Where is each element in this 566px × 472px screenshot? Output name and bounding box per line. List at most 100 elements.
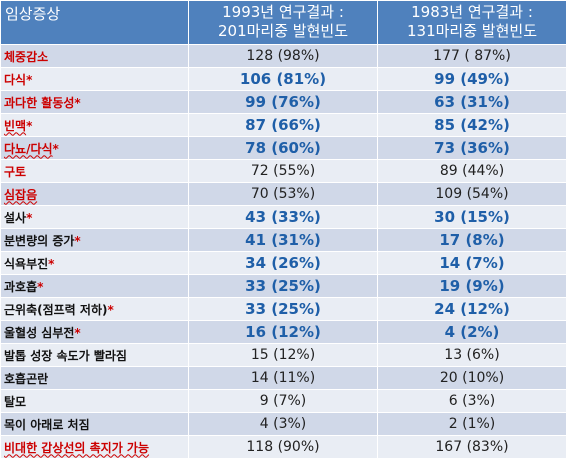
- value-1983: 167 (83%): [377, 435, 566, 459]
- table-row: 다뇨/다식* 78 (60%) 73 (36%): [0, 136, 566, 160]
- highlight-star: *: [26, 118, 33, 133]
- header-1983-line2: 131마리중 발현빈도: [407, 22, 537, 40]
- table-row: 분변량의 증가* 41 (31%) 17 (8%): [0, 228, 566, 252]
- highlight-star: *: [74, 95, 81, 110]
- value-1983: 109 (54%): [377, 182, 566, 206]
- value-1993: 16 (12%): [188, 320, 378, 344]
- value-1993: 33 (25%): [188, 274, 378, 298]
- symptom-name: 과호흡: [4, 279, 38, 294]
- symptom-name: 설사: [4, 210, 27, 225]
- symptom-cell: 빈맥*: [0, 113, 189, 137]
- table-row: 과호흡* 33 (25%) 19 (9%): [0, 274, 566, 298]
- value-1993: 33 (25%): [188, 297, 378, 321]
- highlight-star: *: [74, 233, 81, 248]
- value-1993: 4 (3%): [188, 412, 378, 436]
- symptom-name: 다뇨/다식: [4, 141, 53, 156]
- value-1993: 9 (7%): [188, 389, 378, 413]
- symptom-name: 발톱 성장 속도가 빨라짐: [4, 348, 127, 363]
- table-row: 빈맥* 87 (66%) 85 (42%): [0, 113, 566, 137]
- highlight-star: *: [48, 256, 55, 271]
- symptom-name: 탈모: [4, 394, 27, 409]
- table-row: 식욕부진* 34 (26%) 14 (7%): [0, 251, 566, 275]
- symptom-name: 분변량의 증가: [4, 233, 75, 248]
- value-1993: 128 (98%): [188, 44, 378, 68]
- table-row: 목이 아래로 처짐 4 (3%) 2 (1%): [0, 412, 566, 436]
- table-row: 설사* 43 (33%) 30 (15%): [0, 205, 566, 229]
- symptom-name: 심잡음: [4, 187, 38, 202]
- highlight-star: *: [26, 72, 33, 87]
- value-1993: 118 (90%): [188, 435, 378, 459]
- symptom-cell: 체중감소: [0, 44, 189, 68]
- table-row: 탈모 9 (7%) 6 (3%): [0, 389, 566, 413]
- value-1983: 17 (8%): [377, 228, 566, 252]
- symptom-name: 울혈성 심부전: [4, 325, 75, 340]
- value-1983: 177 ( 87%): [377, 44, 566, 68]
- value-1983: 99 (49%): [377, 67, 566, 91]
- value-1993: 78 (60%): [188, 136, 378, 160]
- value-1983: 6 (3%): [377, 389, 566, 413]
- highlight-star: *: [52, 141, 59, 156]
- symptom-name: 비대한 갑상선의 촉지가 가능: [4, 440, 150, 455]
- table-row: 심잡음 70 (53%) 109 (54%): [0, 182, 566, 206]
- value-1983: 2 (1%): [377, 412, 566, 436]
- header-1983: 1983년 연구결과 : 131마리중 발현빈도: [377, 0, 566, 45]
- value-1993: 87 (66%): [188, 113, 378, 137]
- value-1983: 89 (44%): [377, 159, 566, 183]
- symptom-cell: 과다한 활동성*: [0, 90, 189, 114]
- value-1993: 43 (33%): [188, 205, 378, 229]
- value-1983: 24 (12%): [377, 297, 566, 321]
- symptom-cell: 호흡곤란: [0, 366, 189, 390]
- value-1983: 4 (2%): [377, 320, 566, 344]
- symptom-cell: 목이 아래로 처짐: [0, 412, 189, 436]
- value-1983: 14 (7%): [377, 251, 566, 275]
- value-1983: 73 (36%): [377, 136, 566, 160]
- symptom-cell: 식욕부진*: [0, 251, 189, 275]
- table-row: 발톱 성장 속도가 빨라짐 15 (12%) 13 (6%): [0, 343, 566, 367]
- value-1983: 13 (6%): [377, 343, 566, 367]
- highlight-star: *: [74, 325, 81, 340]
- symptom-cell: 비대한 갑상선의 촉지가 가능: [0, 435, 189, 459]
- table-row: 근위축(점프력 저하)* 33 (25%) 24 (12%): [0, 297, 566, 321]
- symptom-name: 구토: [4, 164, 27, 179]
- highlight-star: *: [26, 210, 33, 225]
- highlight-star: *: [37, 279, 44, 294]
- symptom-cell: 근위축(점프력 저하)*: [0, 297, 189, 321]
- symptom-cell: 설사*: [0, 205, 189, 229]
- highlight-star: *: [107, 302, 114, 317]
- symptom-cell: 과호흡*: [0, 274, 189, 298]
- symptom-cell: 심잡음: [0, 182, 189, 206]
- symptom-name: 호흡곤란: [4, 371, 49, 386]
- value-1983: 20 (10%): [377, 366, 566, 390]
- symptom-cell: 다식*: [0, 67, 189, 91]
- table-row: 호흡곤란 14 (11%) 20 (10%): [0, 366, 566, 390]
- table-row: 구토 72 (55%) 89 (44%): [0, 159, 566, 183]
- symptom-cell: 탈모: [0, 389, 189, 413]
- symptom-name: 근위축(점프력 저하): [4, 302, 108, 317]
- table-row: 비대한 갑상선의 촉지가 가능 118 (90%) 167 (83%): [0, 435, 566, 459]
- value-1993: 99 (76%): [188, 90, 378, 114]
- header-row: 임상증상 1993년 연구결과 : 201마리중 발현빈도 1983년 연구결과…: [0, 0, 566, 45]
- symptom-name: 과다한 활동성: [4, 95, 75, 110]
- symptom-name: 빈맥: [4, 118, 27, 133]
- header-symptom: 임상증상: [0, 0, 189, 45]
- table-row: 울혈성 심부전* 16 (12%) 4 (2%): [0, 320, 566, 344]
- symptom-name: 식욕부진: [4, 256, 49, 271]
- value-1993: 34 (26%): [188, 251, 378, 275]
- table-row: 다식* 106 (81%) 99 (49%): [0, 67, 566, 91]
- header-1983-line1: 1983년 연구결과 :: [411, 3, 533, 21]
- symptom-frequency-table: 임상증상 1993년 연구결과 : 201마리중 발현빈도 1983년 연구결과…: [0, 0, 566, 459]
- header-1993: 1993년 연구결과 : 201마리중 발현빈도: [188, 0, 378, 45]
- table-row: 과다한 활동성* 99 (76%) 63 (31%): [0, 90, 566, 114]
- symptom-cell: 다뇨/다식*: [0, 136, 189, 160]
- value-1993: 41 (31%): [188, 228, 378, 252]
- value-1993: 70 (53%): [188, 182, 378, 206]
- header-1993-line1: 1993년 연구결과 :: [222, 3, 344, 21]
- symptom-cell: 분변량의 증가*: [0, 228, 189, 252]
- value-1993: 106 (81%): [188, 67, 378, 91]
- header-1993-line2: 201마리중 발현빈도: [218, 22, 348, 40]
- symptom-cell: 발톱 성장 속도가 빨라짐: [0, 343, 189, 367]
- symptom-name: 체중감소: [4, 49, 49, 64]
- symptom-cell: 울혈성 심부전*: [0, 320, 189, 344]
- value-1993: 14 (11%): [188, 366, 378, 390]
- symptom-name: 목이 아래로 처짐: [4, 417, 90, 432]
